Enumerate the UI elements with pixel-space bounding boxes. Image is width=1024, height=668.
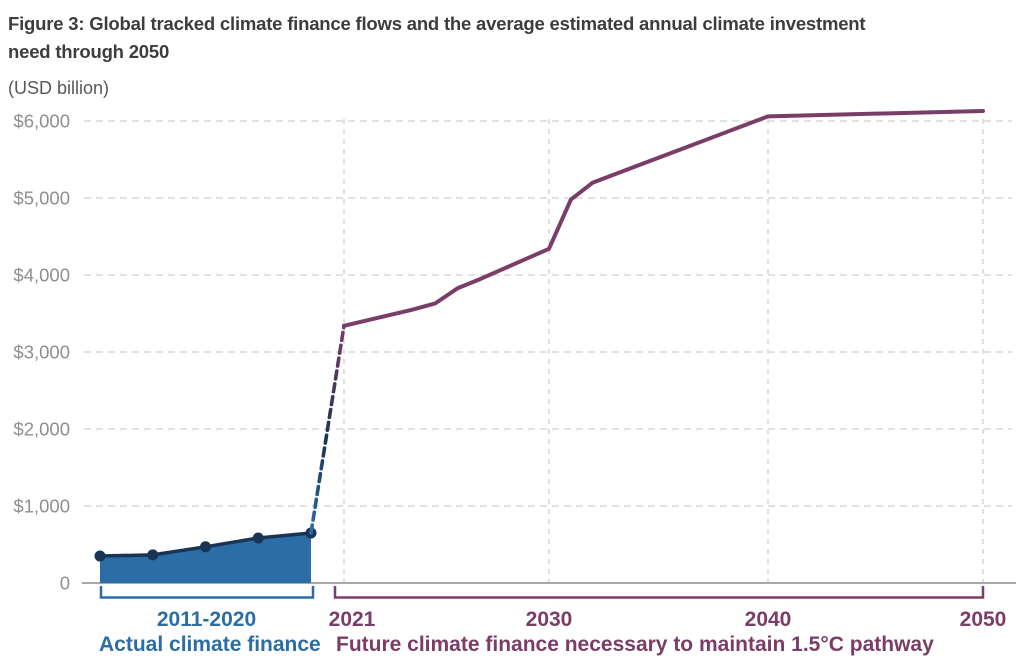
x-tick-label-2050: 2050 bbox=[960, 608, 1007, 631]
future-period-bracket bbox=[333, 586, 985, 599]
y-tick-label: $6,000 bbox=[13, 111, 70, 132]
x-tick-label-2040: 2040 bbox=[745, 608, 792, 631]
actual-climate-finance-area bbox=[100, 532, 311, 583]
y-tick-label: $5,000 bbox=[13, 188, 70, 209]
future-climate-finance-line bbox=[342, 108, 985, 328]
actual-data-point-dot bbox=[147, 549, 159, 561]
x-tick-label-2011-2020: 2011-2020 bbox=[157, 608, 256, 631]
x-tick-label-2030: 2030 bbox=[526, 608, 573, 631]
x-tick-label-2021: 2021 bbox=[329, 608, 376, 631]
legend-future-climate-finance: Future climate finance necessary to main… bbox=[336, 633, 934, 656]
y-tick-label: 0 bbox=[60, 573, 70, 594]
figure-title: Figure 3: Global tracked climate finance… bbox=[8, 13, 866, 62]
y-tick-label: $4,000 bbox=[13, 265, 70, 286]
actual-data-point-dot bbox=[200, 541, 211, 553]
actual-data-point-dot bbox=[94, 550, 106, 562]
actual-data-point-dot bbox=[252, 532, 264, 544]
legend-actual-climate-finance: Actual climate finance bbox=[99, 633, 321, 656]
y-tick-label: $3,000 bbox=[13, 342, 70, 363]
actual-period-bracket bbox=[99, 586, 315, 599]
unit-label: (USD billion) bbox=[8, 78, 110, 98]
y-tick-label: $1,000 bbox=[13, 496, 70, 517]
y-tick-label: $2,000 bbox=[13, 419, 70, 440]
projected-jump-dashed-line bbox=[309, 324, 346, 535]
